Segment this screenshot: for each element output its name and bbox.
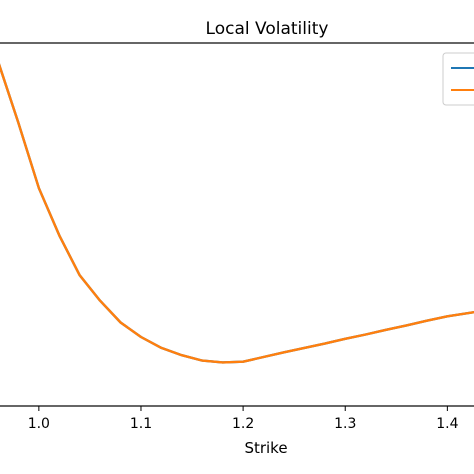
x-axis-label: Strike: [244, 439, 287, 457]
legend: [442, 52, 474, 106]
plot-frame: [0, 42, 474, 407]
x-tick-label: 1.2: [232, 416, 254, 432]
x-tick-label: 1.0: [28, 416, 50, 432]
series-line-1: [0, 63, 474, 364]
chart-title: Local Volatility: [206, 19, 329, 39]
series-layer: [0, 63, 474, 364]
x-tick-label: 1.3: [334, 416, 356, 432]
plot-border: [0, 42, 474, 407]
series-line-2: [0, 63, 474, 364]
legend-box: [442, 52, 474, 106]
x-tick-label: 1.4: [436, 416, 458, 432]
x-axis-ticks: 1.0 1.1 1.2 1.3 1.4: [28, 406, 459, 432]
x-tick-label: 1.1: [130, 416, 152, 432]
